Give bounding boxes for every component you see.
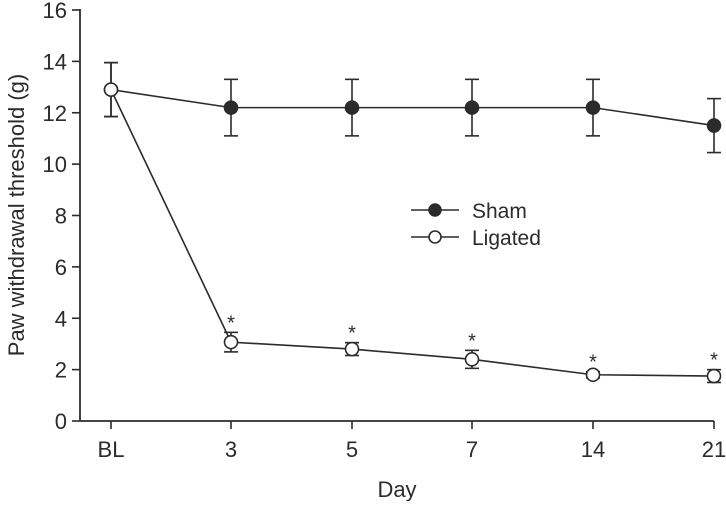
y-tick-label: 0 [55, 409, 67, 434]
data-point [103, 82, 119, 97]
data-point [464, 100, 480, 115]
legend-sham-marker [428, 203, 442, 217]
y-tick-label: 8 [55, 204, 67, 229]
y-tick-label: 6 [55, 255, 67, 280]
x-tick-label: 3 [225, 437, 237, 462]
y-tick-label: 4 [55, 306, 67, 331]
data-point [344, 100, 360, 115]
data-point [223, 334, 239, 350]
data-point [585, 100, 601, 115]
x-tick-label: 5 [346, 437, 358, 462]
x-tick-label: 14 [581, 437, 605, 462]
x-tick-label: 21 [702, 437, 726, 462]
legend-ligated-marker [428, 230, 442, 244]
significance-marker: * [589, 352, 597, 374]
data-point [464, 352, 480, 367]
x-tick-label: BL [98, 437, 125, 462]
data-point [344, 341, 360, 357]
series-line [110, 89, 715, 377]
y-axis-label: Paw withdrawal threshold (g) [4, 74, 29, 356]
y-tick-label: 12 [43, 101, 67, 126]
axes: 0 2 4 6 8 10 12 14 16 BL 3 5 7 14 21 [43, 0, 726, 462]
y-tick-label: 2 [55, 358, 67, 383]
data-point [706, 368, 722, 384]
y-tick-label: 16 [43, 0, 67, 23]
significance-marker: * [710, 350, 718, 372]
significance-marker: * [348, 323, 356, 345]
legend: Sham Ligated [411, 200, 541, 250]
data-point [585, 367, 601, 383]
y-tick-label: 14 [43, 49, 67, 74]
series-line [110, 88, 715, 127]
x-axis-label: Day [377, 477, 416, 501]
series-ligated: * * * * * [103, 61, 722, 384]
significance-marker: * [468, 330, 476, 352]
data-point [223, 100, 239, 115]
data-point [706, 118, 722, 133]
significance-marker: * [227, 312, 235, 334]
y-tick-label: 10 [43, 152, 67, 177]
legend-ligated-label: Ligated [472, 227, 541, 250]
legend-sham-label: Sham [472, 200, 527, 223]
x-tick-label: 7 [466, 437, 478, 462]
series-layer: * * * * * [103, 61, 722, 384]
series-sham [103, 61, 722, 154]
